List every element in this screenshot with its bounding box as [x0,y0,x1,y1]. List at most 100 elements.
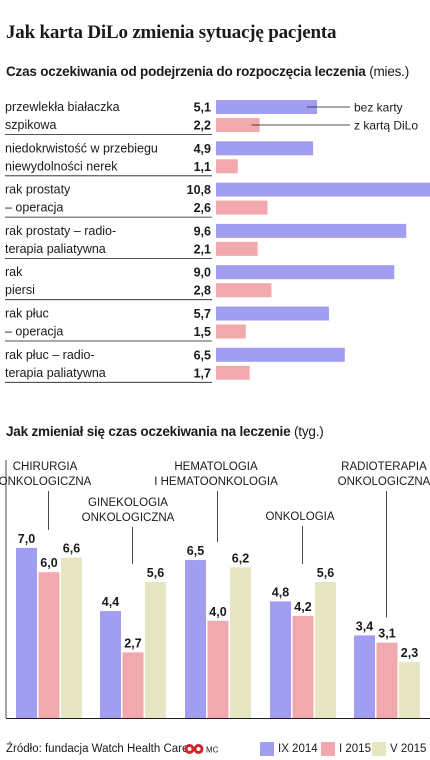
bar-bez-karty-5 [216,306,329,321]
category-label-3-0: ONKOLOGIA [265,511,334,523]
legend-item-ix2014: IX 2014 [260,742,318,756]
value-label-4-1: 2,8 [194,284,211,298]
bar-i-2015-0 [38,572,60,718]
row-label-0-1: szpikowa [5,118,56,132]
category-label-0-1: ONKOLOGICZNA [0,476,92,488]
bar-v-2015-2 [230,567,251,718]
value-label-4-0: 3,4 [356,619,373,633]
value-label-1-2: 5,6 [147,566,164,580]
value-label-3-0: 4,8 [272,585,289,599]
bar-i-2015-1 [122,652,144,718]
bar-bez-karty-2 [216,182,430,197]
value-label-1-1: 1,1 [194,160,211,174]
value-label-4-1: 3,1 [378,627,395,641]
value-label-2-0: 10,8 [187,183,211,197]
row-label-2-0: rak prostaty [5,183,71,197]
value-label-0-0: 7,0 [18,532,35,546]
bar-bez-karty-4 [216,265,395,280]
chart1-unit: (mies.) [369,64,410,79]
legend-label-bez-karty: bez karty [354,101,403,115]
value-label-4-0: 9,0 [194,266,211,280]
value-label-3-0: 9,6 [194,224,211,238]
row-label-3-1: terapia paliatywna [5,242,106,256]
legend-label-i2015: I 2015 [339,743,371,755]
category-label-1-1: ONKOLOGICZNA [82,512,175,524]
bar-ix-2014-0 [16,547,37,718]
category-label-0-0: CHIRURGIA [13,461,78,473]
legend-item-i2015: I 2015 [321,742,371,756]
row-label-5-0: rak płuc [5,307,49,321]
publisher-logo: MC [184,743,226,758]
value-label-1-1: 2,7 [124,636,141,650]
bar-i-2015-2 [207,620,229,718]
value-label-3-1: 2,1 [194,242,211,256]
value-label-0-1: 6,0 [40,556,57,570]
bar-ix-2014-1 [100,611,121,718]
legend-label-ix2014: IX 2014 [278,743,318,755]
value-label-2-1: 2,6 [194,201,211,215]
legend-label-v2015: V 2015 [390,743,427,755]
bar-z-karta-3 [216,241,258,256]
chart1-subtitle: Czas oczekiwania od podejrzenia do rozpo… [6,64,409,79]
bar-i-2015-3 [292,615,314,718]
value-label-1-0: 4,9 [194,142,211,156]
value-label-3-2: 5,6 [317,566,334,580]
bar-ix-2014-4 [354,635,375,718]
legend-swatch-ix2014 [260,742,274,756]
value-label-6-0: 6,5 [194,348,211,362]
row-label-5-1: – operacja [5,325,63,339]
row-label-4-1: piersi [5,283,35,297]
legend-swatch-i2015 [321,742,335,756]
bar-z-karta-6 [216,365,250,380]
value-label-2-1: 4,0 [209,605,226,619]
row-label-1-0: niedokrwistość w przebiegu [5,141,158,155]
legend-label-z-karta: z kartą DiLo [354,119,418,133]
value-label-2-0: 6,5 [187,544,204,558]
category-label-1-0: GINEKOLOGIA [88,497,168,509]
row-label-1-1: niewydolności nerek [5,159,118,173]
bar-v-2015-3 [315,581,336,718]
value-label-4-2: 2,3 [401,646,418,660]
value-label-2-2: 6,2 [232,551,249,565]
bar-z-karta-5 [216,324,246,339]
chart2-subtitle-text: Jak zmieniał się czas oczekiwania na lec… [6,424,291,439]
category-label-2-1: I HEMATOONKOLOGIA [154,476,278,488]
bar-z-karta-1 [216,159,238,174]
bar-v-2015-4 [399,662,420,718]
bar-bez-karty-0 [216,100,318,114]
value-label-0-2: 6,6 [63,542,80,556]
page-title: Jak karta DiLo zmienia sytuację pacjenta [6,22,337,43]
chart2-unit: (tyg.) [293,424,324,439]
bar-bez-karty-1 [216,141,314,156]
value-label-0-0: 5,1 [194,101,211,115]
row-label-0-0: przewlekła białaczka [5,100,120,114]
row-label-3-0: rak prostaty – radio- [5,224,116,238]
bar-v-2015-1 [145,581,166,718]
value-label-0-1: 2,2 [194,119,211,133]
publisher-logo-icon: MC [184,744,219,755]
source-note: Źródło: fundacja Watch Health Care [6,743,189,755]
weekly-waiting-bar-chart: CHIRURGIA ONKOLOGICZNA 7,0 6,0 6,6 GINEKOLOGI… [0,460,430,719]
waiting-time-hbar-chart: przewlekła białaczka szpikowa 5,1 2,2 niedok… [5,100,430,383]
bar-z-karta-2 [216,200,268,215]
value-label-3-1: 4,2 [294,600,311,614]
row-label-4-0: rak [5,265,23,279]
bar-bez-karty-3 [216,223,407,238]
legend-swatch-v2015 [372,742,386,756]
value-label-5-0: 5,7 [194,307,211,321]
bar-z-karta-0 [216,118,260,132]
bar-i-2015-4 [376,642,398,718]
bar-z-karta-4 [216,283,272,298]
category-label-4-0: RADIOTERAPIA [341,461,427,473]
category-label-4-1: ONKOLOGICZNA [338,476,430,488]
bar-ix-2014-2 [185,560,206,718]
logo-letters: MC [206,746,219,755]
legend-item-v2015: V 2015 [372,742,426,756]
category-label-2-0: HEMATOLOGIA [174,461,258,473]
chart2-subtitle: Jak zmieniał się czas oczekiwania na lec… [6,424,324,439]
row-label-6-1: terapia paliatywna [5,366,106,380]
value-label-6-1: 1,7 [194,366,211,380]
bar-bez-karty-6 [216,347,345,362]
bar-v-2015-0 [61,557,82,718]
chart1-subtitle-text: Czas oczekiwania od podejrzenia do rozpo… [6,64,366,79]
